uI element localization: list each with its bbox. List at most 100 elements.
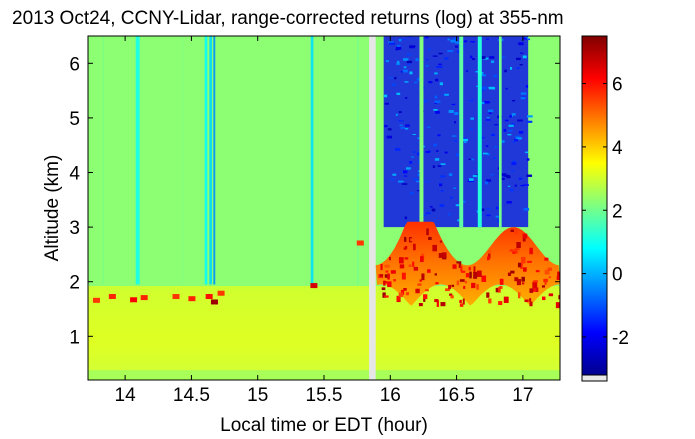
x-axis-label: Local time or EDT (hour) bbox=[220, 415, 428, 436]
noise-cell bbox=[383, 94, 388, 98]
x-tick-label: 16.5 bbox=[438, 385, 475, 406]
noise-cell bbox=[397, 180, 404, 183]
noise-cell bbox=[389, 42, 396, 45]
noise-cell bbox=[522, 55, 527, 59]
cloud-cell bbox=[434, 299, 439, 303]
noise-cell bbox=[397, 60, 400, 64]
cloud-cell bbox=[382, 292, 386, 298]
noise-cell bbox=[427, 126, 431, 128]
cloud-cell bbox=[486, 256, 490, 261]
noise-cell bbox=[494, 124, 499, 126]
streak-mark bbox=[213, 36, 216, 285]
cloud-cell bbox=[535, 270, 540, 273]
noise-cell bbox=[523, 208, 530, 211]
clear-column bbox=[499, 36, 502, 228]
cloud-cell bbox=[393, 279, 396, 282]
cloud-cell bbox=[529, 288, 534, 293]
noise-cell bbox=[422, 214, 427, 216]
cloud-cell bbox=[488, 298, 492, 304]
noise-cell bbox=[425, 64, 429, 67]
noise-cell bbox=[456, 153, 459, 157]
cloud-cell bbox=[421, 273, 425, 281]
cloud-cell bbox=[521, 282, 525, 285]
cloud-cell bbox=[408, 264, 412, 267]
noise-cell bbox=[512, 99, 516, 102]
aerosol-patch bbox=[172, 294, 180, 300]
noise-cell bbox=[495, 215, 501, 218]
cloud-cell bbox=[464, 280, 468, 284]
cloud-cell bbox=[544, 269, 550, 275]
noise-cell bbox=[511, 162, 517, 166]
cloud-cell bbox=[396, 296, 401, 302]
noise-cell bbox=[455, 41, 460, 44]
cloud-cell bbox=[439, 240, 443, 243]
noise-cell bbox=[438, 63, 442, 66]
noise-cell bbox=[517, 119, 523, 122]
noise-cell bbox=[416, 190, 420, 192]
cloud-cell bbox=[384, 295, 389, 298]
aerosol-patch bbox=[205, 294, 213, 300]
noise-cell bbox=[396, 92, 401, 96]
cloud-cell bbox=[542, 296, 546, 301]
noise-cell bbox=[508, 124, 514, 127]
noise-cell bbox=[512, 160, 516, 164]
noise-cell bbox=[437, 165, 442, 167]
noise-cell bbox=[463, 40, 468, 43]
cloud-cell bbox=[514, 277, 519, 282]
noise-cell bbox=[472, 174, 478, 178]
noise-cell bbox=[512, 141, 516, 143]
noise-cell bbox=[455, 45, 459, 48]
noise-cell bbox=[518, 131, 524, 134]
noise-cell bbox=[424, 36, 429, 39]
noise-cell bbox=[426, 58, 429, 61]
noise-cell bbox=[398, 111, 402, 113]
cloud-cell bbox=[498, 301, 503, 306]
cloud-cell bbox=[516, 279, 521, 286]
noise-cell bbox=[417, 137, 421, 139]
noise-cell bbox=[407, 36, 412, 38]
noise-cell bbox=[518, 42, 524, 46]
cloud-cell bbox=[459, 279, 465, 282]
cloud-cell bbox=[432, 244, 437, 252]
noise-cell bbox=[499, 177, 505, 181]
noise-cell bbox=[480, 101, 485, 105]
cloud-cell bbox=[400, 289, 405, 295]
noise-cell bbox=[393, 77, 397, 80]
noise-cell bbox=[481, 136, 485, 139]
noise-cell bbox=[416, 180, 421, 183]
colorbar-tick-label: 0 bbox=[612, 265, 623, 286]
colorbar-tick-label: 4 bbox=[612, 138, 623, 159]
noise-cell bbox=[465, 70, 469, 72]
cloud-cell bbox=[541, 285, 546, 288]
cloud-cell bbox=[521, 256, 526, 264]
noise-cell bbox=[489, 56, 495, 59]
aerosol-patch bbox=[210, 299, 218, 305]
cloud-cell bbox=[503, 296, 509, 303]
aerosol-patch bbox=[356, 240, 364, 246]
noise-cell bbox=[436, 150, 439, 152]
noise-cell bbox=[416, 77, 421, 81]
cloud-cell bbox=[527, 260, 532, 263]
cloud-cell bbox=[415, 288, 420, 294]
x-tick-label: 14 bbox=[115, 385, 137, 406]
noise-cell bbox=[495, 206, 499, 210]
noise-cell bbox=[454, 140, 457, 142]
cloud-cell bbox=[460, 266, 463, 272]
cloud-cell bbox=[410, 238, 415, 242]
y-tick-label: 1 bbox=[69, 327, 80, 348]
noise-cell bbox=[507, 185, 511, 187]
noise-cell bbox=[447, 50, 454, 53]
noise-cell bbox=[525, 85, 529, 88]
cloud-cell bbox=[533, 280, 538, 283]
noise-cell bbox=[485, 181, 488, 185]
cloud-cell bbox=[529, 301, 533, 307]
cloud-cell bbox=[412, 261, 415, 267]
noise-cell bbox=[388, 41, 394, 44]
noise-cell bbox=[387, 128, 392, 131]
colorbar-tick-label: -2 bbox=[612, 328, 629, 349]
noise-cell bbox=[396, 62, 400, 66]
cloud-cell bbox=[517, 292, 521, 299]
noise-cell bbox=[470, 55, 473, 59]
noise-cell bbox=[471, 158, 474, 161]
cloud-cell bbox=[383, 280, 386, 286]
